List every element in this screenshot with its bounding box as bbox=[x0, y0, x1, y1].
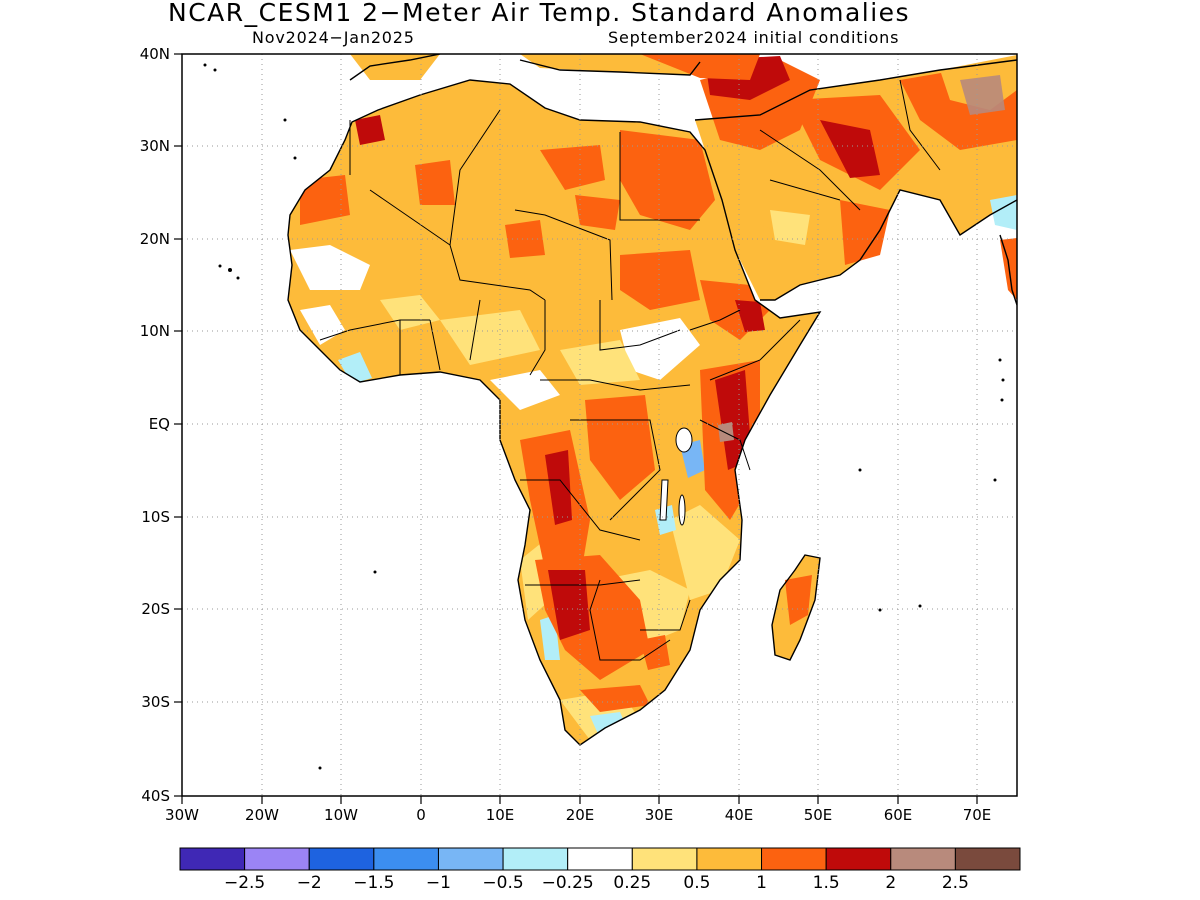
colorbar-swatch bbox=[954, 847, 1021, 871]
colorbar-swatch bbox=[890, 847, 956, 871]
latitude-labels: 40N 30N 20N 10N EQ 10S 20S 30S 40S bbox=[140, 45, 170, 805]
colorbar-label: 2.5 bbox=[942, 873, 969, 893]
lon-label: 0 bbox=[416, 806, 426, 824]
colorbar-label: 0.25 bbox=[613, 873, 651, 893]
colorbar-swatch bbox=[696, 847, 763, 871]
colorbar-label: 1 bbox=[756, 873, 767, 893]
colorbar-swatch bbox=[308, 847, 375, 871]
map-frame bbox=[181, 53, 1018, 797]
lon-label: 10E bbox=[486, 806, 515, 824]
lat-label: 20N bbox=[140, 230, 170, 248]
colorbar-swatch bbox=[244, 847, 310, 871]
figure-title: NCAR_CESM1 2−Meter Air Temp. Standard An… bbox=[168, 0, 911, 27]
colorbar-label: 0.5 bbox=[683, 873, 710, 893]
colorbar-label: −2.5 bbox=[224, 873, 265, 893]
lon-label: 30W bbox=[165, 806, 199, 824]
lon-label: 50E bbox=[804, 806, 833, 824]
colorbar-label: −2 bbox=[297, 873, 322, 893]
colorbar-label: −0.5 bbox=[482, 873, 523, 893]
lat-label: 20S bbox=[141, 600, 170, 618]
colorbar-label: 1.5 bbox=[813, 873, 840, 893]
colorbar-swatch bbox=[437, 847, 504, 871]
lon-label: 30E bbox=[645, 806, 674, 824]
lakes bbox=[659, 427, 693, 526]
lon-label: 20E bbox=[566, 806, 595, 824]
gridlines bbox=[182, 54, 1017, 796]
lat-label: 30S bbox=[141, 693, 170, 711]
lat-label: 40S bbox=[141, 787, 170, 805]
lon-label: 60E bbox=[884, 806, 913, 824]
lon-label: 40E bbox=[725, 806, 754, 824]
lat-label: 10S bbox=[141, 508, 170, 526]
colorbar: −2.5 −2 −1.5 −1 −0.5 −0.25 0.25 0.5 1 1.5 2 2.5 bbox=[179, 847, 1021, 893]
colorbar-swatch bbox=[179, 847, 246, 871]
colorbar-label: −1.5 bbox=[353, 873, 394, 893]
longitude-labels: 30W 20W 10W 0 10E 20E 30E 40E 50E 60E 70… bbox=[165, 806, 991, 824]
islands bbox=[203, 63, 1005, 770]
forecast-period: Nov2024−Jan2025 bbox=[252, 28, 415, 47]
colorbar-swatch bbox=[567, 847, 633, 871]
lat-label: 40N bbox=[140, 45, 170, 63]
colorbar-swatch bbox=[631, 847, 698, 871]
colorbar-label: −0.25 bbox=[542, 873, 594, 893]
colorbar-swatch bbox=[373, 847, 439, 871]
lat-label: 10N bbox=[140, 322, 170, 340]
colorbar-swatch bbox=[761, 847, 827, 871]
lon-label: 70E bbox=[963, 806, 992, 824]
initial-conditions: September2024 initial conditions bbox=[608, 28, 900, 47]
lon-label: 10W bbox=[324, 806, 358, 824]
tick-marks bbox=[174, 53, 978, 804]
lat-label: 30N bbox=[140, 137, 170, 155]
colorbar-swatch bbox=[825, 847, 892, 871]
colorbar-swatch bbox=[502, 847, 569, 871]
lat-label: EQ bbox=[149, 415, 170, 433]
colorbar-label: 2 bbox=[885, 873, 896, 893]
lon-label: 20W bbox=[245, 806, 279, 824]
colorbar-label: −1 bbox=[426, 873, 451, 893]
